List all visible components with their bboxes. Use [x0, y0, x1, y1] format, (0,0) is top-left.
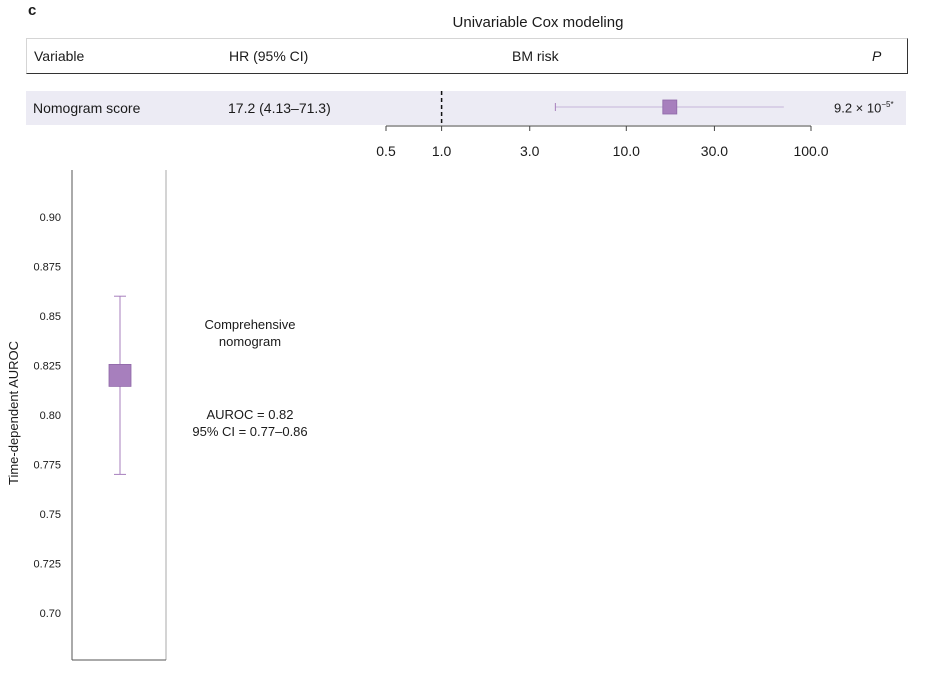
forest-x-tick-label: 1.0: [432, 143, 452, 159]
header-plot: BM risk: [512, 48, 559, 64]
auroc-marker: [108, 363, 132, 387]
forest-x-tick-label: 100.0: [793, 143, 828, 159]
auroc-y-tick-label: 0.80: [40, 410, 61, 422]
auroc-y-axis-label: Time-dependent AUROC: [6, 341, 21, 485]
header-p: P: [872, 48, 882, 64]
auroc-y-tick-label: 0.90: [40, 212, 61, 224]
row-hr: 17.2 (4.13–71.3): [228, 100, 331, 116]
row-p-base: 9.2 × 10: [834, 100, 882, 116]
forest-title: Univariable Cox modeling: [452, 14, 624, 31]
row-p: 9.2 × 10−5*: [834, 100, 894, 115]
header-hr: HR (95% CI): [229, 48, 309, 64]
forest-x-tick-label: 3.0: [520, 143, 540, 159]
row-p-exp: −5*: [881, 100, 894, 109]
forest-x-tick-label: 0.5: [376, 143, 396, 159]
model-name-label: Comprehensive nomogram: [204, 317, 296, 349]
auroc-y-tick-label: 0.70: [40, 608, 61, 620]
header-variable: Variable: [34, 48, 85, 64]
auroc-y-tick-label: 0.775: [33, 460, 61, 472]
forest-row: Nomogram score 17.2 (4.13–71.3) 9.2 × 10…: [26, 91, 906, 125]
row-variable: Nomogram score: [33, 100, 141, 116]
forest-header-row: Variable HR (95% CI) BM risk P: [26, 38, 908, 74]
forest-hr-marker: [662, 99, 678, 115]
auroc-y-tick-label: 0.85: [40, 311, 61, 323]
auroc-y-tick-label: 0.875: [33, 262, 61, 274]
forest-x-tick-label: 10.0: [613, 143, 640, 159]
panel-letter: c: [28, 2, 37, 19]
auroc-y-tick-label: 0.725: [33, 559, 61, 571]
ci-label: 95% CI = 0.77–0.86: [192, 424, 308, 439]
auroc-label: AUROC = 0.82: [206, 407, 294, 422]
forest-x-tick-label: 30.0: [701, 143, 728, 159]
auroc-y-tick-label: 0.75: [40, 509, 61, 521]
auroc-y-tick-label: 0.825: [33, 361, 61, 373]
